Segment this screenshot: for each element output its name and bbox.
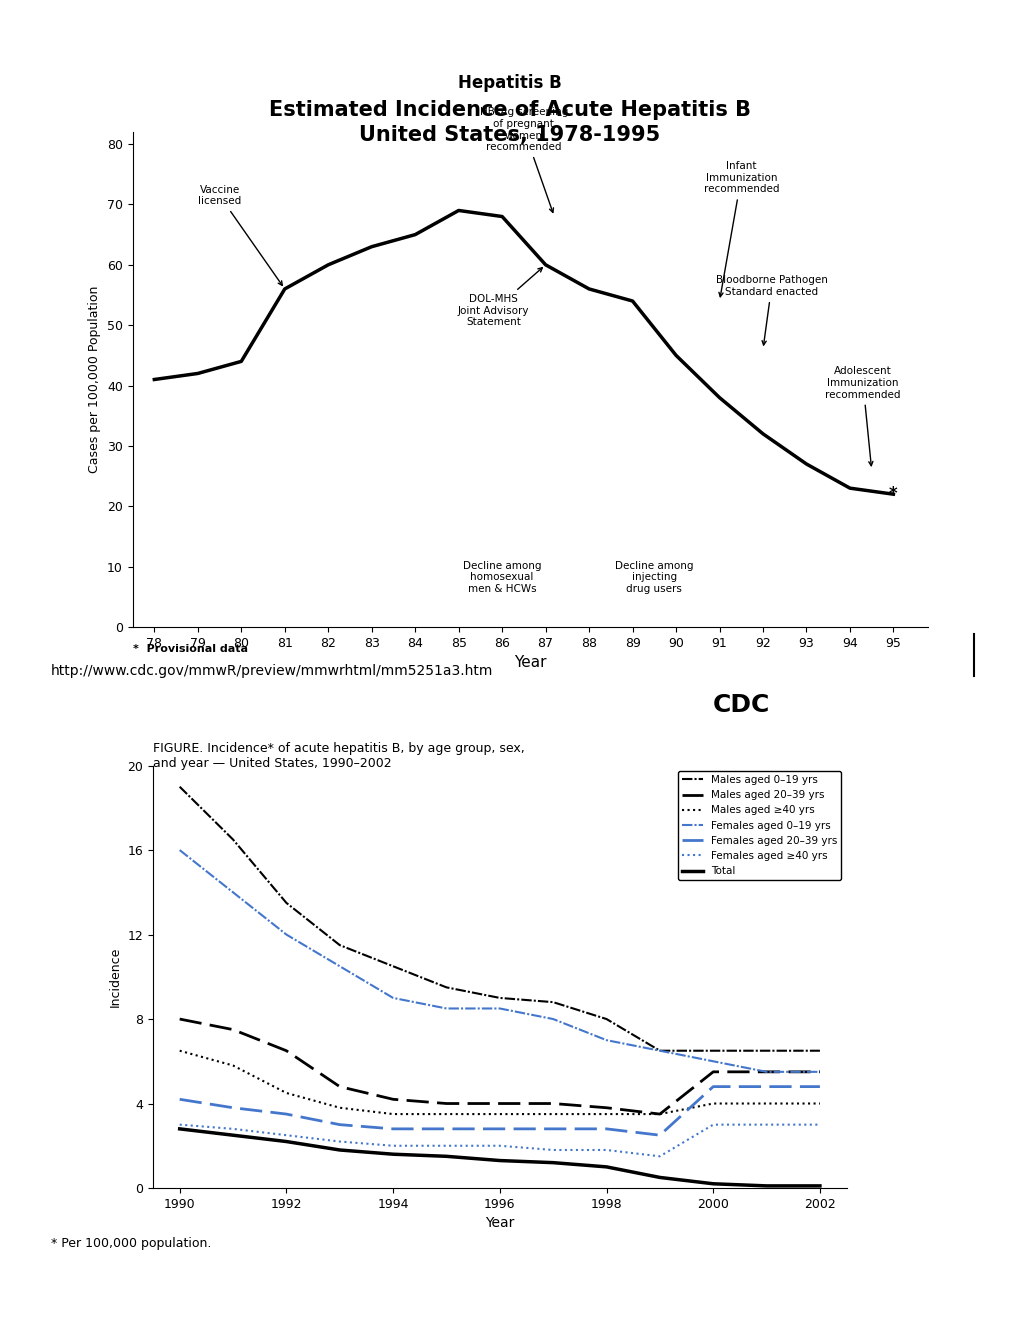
Y-axis label: Incidence: Incidence — [109, 946, 121, 1007]
X-axis label: Year: Year — [514, 655, 546, 671]
Text: DOL-MHS
Joint Advisory
Statement: DOL-MHS Joint Advisory Statement — [458, 268, 542, 327]
Text: * Per 100,000 population.: * Per 100,000 population. — [51, 1237, 211, 1250]
Text: Infant
Immunization
recommended: Infant Immunization recommended — [703, 161, 779, 297]
Text: Vaccine
licensed: Vaccine licensed — [198, 185, 282, 285]
Legend: Males aged 0–19 yrs, Males aged 20–39 yrs, Males aged ≥40 yrs, Females aged 0–19: Males aged 0–19 yrs, Males aged 20–39 yr… — [677, 771, 841, 880]
Text: Decline among
homosexual
men & HCWs: Decline among homosexual men & HCWs — [463, 561, 541, 594]
Text: *: * — [889, 486, 897, 503]
Text: CDC: CDC — [712, 693, 769, 717]
Text: FIGURE. Incidence* of acute hepatitis B, by age group, sex,
and year — United St: FIGURE. Incidence* of acute hepatitis B,… — [153, 742, 524, 770]
X-axis label: Year: Year — [485, 1216, 514, 1230]
Text: http://www.cdc.gov/mmwR/preview/mmwrhtml/mm5251a3.htm: http://www.cdc.gov/mmwR/preview/mmwrhtml… — [51, 664, 493, 677]
Text: Adolescent
Immunization
recommended: Adolescent Immunization recommended — [824, 367, 900, 466]
Text: HBsAg screening
of pregnant
women
recommended: HBsAg screening of pregnant women recomm… — [479, 107, 568, 213]
Text: Bloodborne Pathogen
Standard enacted: Bloodborne Pathogen Standard enacted — [715, 276, 826, 345]
Text: *  Provisional data: * Provisional data — [132, 644, 248, 655]
Text: Hepatitis B: Hepatitis B — [458, 74, 561, 92]
Text: Estimated Incidence of Acute Hepatitis B
United States, 1978-1995: Estimated Incidence of Acute Hepatitis B… — [269, 100, 750, 145]
Text: Decline among
injecting
drug users: Decline among injecting drug users — [614, 561, 693, 594]
Y-axis label: Cases per 100,000 Population: Cases per 100,000 Population — [89, 286, 101, 473]
